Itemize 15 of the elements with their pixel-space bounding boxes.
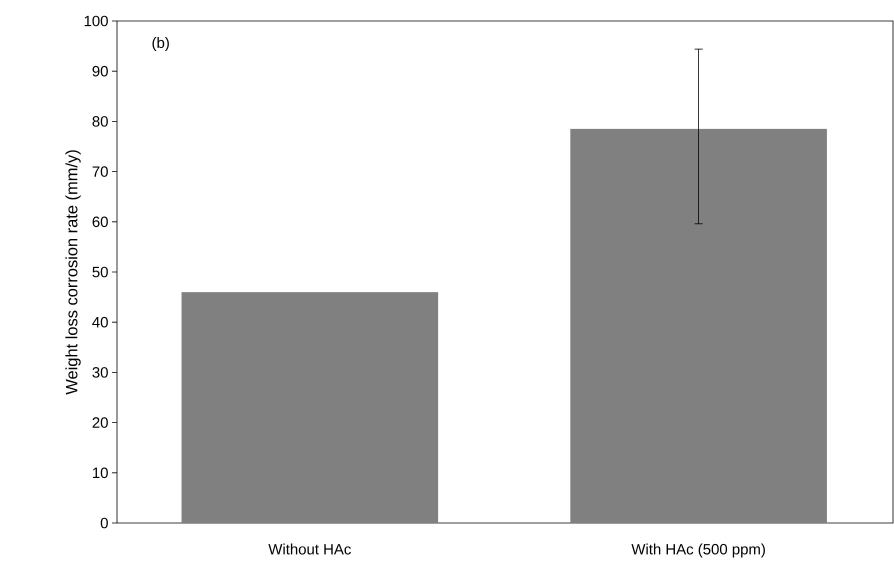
y-tick-label: 90 [92,66,108,76]
y-tick-label: 50 [92,266,108,278]
x-tick-label: Without HAc [268,544,351,554]
x-tick-label: With HAc (500 ppm) [631,544,765,558]
y-tick-label: 20 [92,417,108,428]
y-tick-label: 10 [93,468,108,478]
y-tick-label: 40 [92,316,108,328]
y-tick-label: 0 [100,518,108,528]
y-axis-title: Weight loss corrosion rate (mm/y) [65,150,81,395]
y-tick-label: 30 [92,367,108,378]
y-tick-label: 60 [92,216,108,228]
y-tick-label: 100 [84,16,108,26]
annotation: (b) [152,37,169,51]
y-tick-label: 80 [92,116,108,127]
y-tick-label: 70 [92,166,108,177]
